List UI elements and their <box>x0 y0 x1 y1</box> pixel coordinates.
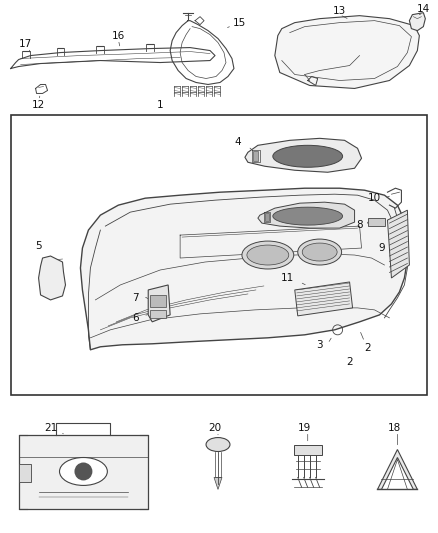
Text: 4: 4 <box>235 138 241 147</box>
Ellipse shape <box>302 243 337 261</box>
Bar <box>11 116 427 394</box>
Polygon shape <box>378 449 417 489</box>
Ellipse shape <box>298 239 342 265</box>
Text: 20: 20 <box>208 423 222 433</box>
Text: 19: 19 <box>298 423 311 433</box>
Ellipse shape <box>273 207 343 225</box>
Polygon shape <box>19 434 148 510</box>
Text: 13: 13 <box>333 6 346 15</box>
Text: 2: 2 <box>364 343 371 353</box>
Text: 12: 12 <box>32 100 45 110</box>
Ellipse shape <box>206 438 230 451</box>
Text: 10: 10 <box>368 193 381 203</box>
Text: 14: 14 <box>417 4 430 14</box>
Text: 16: 16 <box>112 30 125 41</box>
Text: 3: 3 <box>316 340 323 350</box>
Polygon shape <box>275 15 419 88</box>
Text: 2: 2 <box>346 357 353 367</box>
Text: 7: 7 <box>132 293 138 303</box>
Polygon shape <box>214 478 222 489</box>
Text: 9: 9 <box>378 243 385 253</box>
Text: 18: 18 <box>388 423 401 433</box>
Polygon shape <box>258 202 355 228</box>
Text: 21: 21 <box>44 423 57 433</box>
Polygon shape <box>148 285 170 322</box>
Ellipse shape <box>74 463 92 480</box>
Polygon shape <box>410 13 425 30</box>
Ellipse shape <box>242 241 294 269</box>
Bar <box>265 213 269 221</box>
Polygon shape <box>295 282 353 316</box>
Bar <box>150 310 166 318</box>
Polygon shape <box>245 139 361 172</box>
Polygon shape <box>81 188 407 350</box>
Text: 11: 11 <box>281 273 294 283</box>
Text: 1: 1 <box>157 100 163 110</box>
Polygon shape <box>39 256 66 300</box>
Text: 15: 15 <box>233 18 247 28</box>
Ellipse shape <box>247 245 289 265</box>
Bar <box>294 445 321 455</box>
Ellipse shape <box>60 457 107 486</box>
Polygon shape <box>388 210 410 278</box>
Text: 6: 6 <box>132 313 138 323</box>
Text: 17: 17 <box>19 38 32 49</box>
Ellipse shape <box>273 146 343 167</box>
Bar <box>19 464 31 482</box>
Bar <box>367 218 385 226</box>
Text: 8: 8 <box>356 220 363 230</box>
Bar <box>253 151 258 161</box>
Bar <box>150 295 166 307</box>
Text: 5: 5 <box>35 241 42 251</box>
